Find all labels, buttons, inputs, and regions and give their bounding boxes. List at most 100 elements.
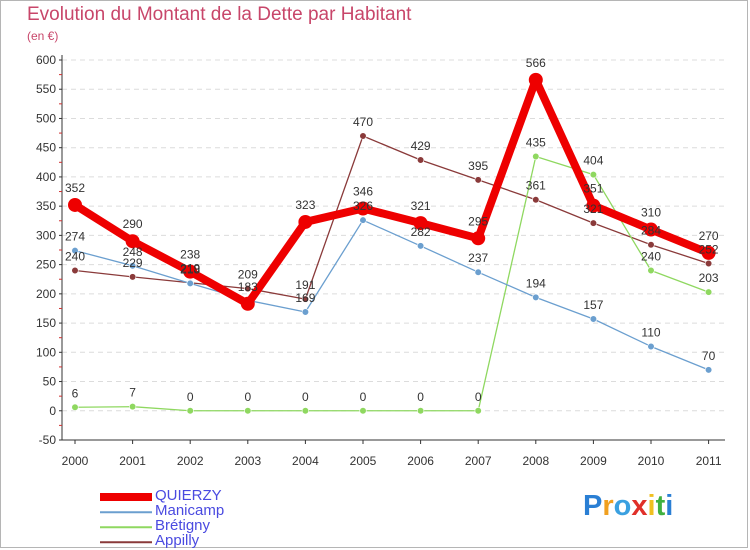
x-tick-label: 2001 (119, 454, 146, 468)
data-label: 6 (72, 386, 79, 400)
x-tick-label: 2007 (465, 454, 492, 468)
data-label: 323 (295, 198, 315, 212)
axes (59, 55, 725, 441)
data-point (71, 246, 79, 255)
series-line-quierzy (71, 75, 713, 308)
legend-label: Appilly (155, 532, 200, 549)
data-point (647, 342, 655, 351)
x-tick-label: 2009 (580, 454, 607, 468)
data-point (704, 366, 713, 374)
data-point (356, 201, 370, 216)
data-label: 295 (468, 214, 488, 228)
data-label: 110 (641, 325, 660, 339)
data-point (186, 407, 194, 415)
data-point (589, 315, 598, 323)
data-point (129, 262, 137, 270)
data-label: 183 (238, 280, 258, 294)
data-point (183, 264, 198, 279)
legend-swatch (100, 526, 152, 528)
data-point (704, 259, 713, 268)
data-point (532, 152, 540, 161)
logo-letter: i (647, 490, 656, 522)
data-label: 0 (244, 390, 251, 404)
logo-letter: t (655, 490, 666, 522)
data-point (301, 295, 310, 303)
data-label: 290 (123, 217, 143, 231)
data-label: 321 (411, 199, 431, 213)
data-label: 237 (468, 251, 488, 265)
data-point (71, 266, 79, 275)
data-label: 346 (353, 184, 373, 198)
logo-letter: i (665, 490, 674, 522)
y-tick-label: 300 (36, 228, 56, 242)
data-point (532, 293, 540, 301)
data-point (240, 296, 255, 311)
data-label: 0 (302, 390, 309, 404)
data-point (589, 219, 598, 227)
y-tick-label: 50 (43, 375, 57, 389)
logo-letter: P (583, 490, 603, 522)
data-label: 0 (475, 390, 482, 404)
data-label: 157 (583, 298, 603, 312)
data-point (417, 407, 425, 415)
data-label: 219 (180, 262, 200, 276)
data-label: 351 (583, 182, 603, 196)
x-tick-label: 2005 (350, 454, 377, 468)
series-line-brétigny (74, 155, 710, 412)
data-point (244, 407, 252, 415)
y-tick-label: 450 (36, 141, 56, 155)
y-axis-ticks: -50 0 50 100 150 200 250 300 350 400 450 500 550 600 (36, 53, 56, 447)
data-point (359, 407, 367, 415)
data-label: 470 (353, 115, 373, 129)
chart-title: Evolution du Montant de la Dette par Hab… (27, 4, 412, 25)
series-line-appilly (74, 135, 710, 300)
x-tick-label: 2008 (522, 454, 549, 468)
data-point (647, 241, 655, 249)
data-label: 395 (468, 159, 488, 173)
x-tick-label: 2011 (696, 454, 722, 468)
legend-swatch (100, 541, 152, 543)
data-point (129, 273, 137, 281)
data-label: 429 (411, 139, 431, 153)
data-point (589, 170, 598, 179)
data-point (528, 72, 543, 87)
legend-label: Manicamp (155, 502, 225, 519)
data-label: 404 (583, 154, 603, 168)
data-label: 248 (123, 245, 143, 259)
y-tick-label: 200 (36, 287, 56, 301)
data-label: 203 (699, 271, 719, 285)
data-label: 238 (180, 248, 200, 262)
data-point (644, 222, 658, 237)
data-label: 284 (641, 224, 661, 238)
data-label: 0 (187, 390, 194, 404)
data-point (244, 284, 252, 293)
data-point (413, 216, 428, 231)
data-point (301, 407, 310, 415)
data-label: 252 (699, 242, 719, 256)
data-point (125, 234, 140, 249)
data-point (359, 216, 367, 224)
data-label: 240 (65, 249, 85, 263)
data-label: 7 (129, 386, 136, 400)
data-label: 169 (295, 291, 315, 305)
data-point (701, 245, 716, 260)
data-label: 282 (411, 225, 431, 239)
y-tick-label: 500 (36, 111, 56, 125)
data-label: 0 (417, 390, 424, 404)
data-point (474, 268, 482, 276)
data-point (474, 407, 482, 415)
data-label: 229 (123, 256, 143, 270)
data-label: 0 (360, 390, 367, 404)
logo-letter: o (613, 490, 632, 522)
logo-letter: x (631, 490, 648, 522)
x-tick-label: 2000 (62, 454, 89, 468)
data-point (417, 156, 425, 164)
legend-item: QUIERZY (100, 487, 300, 504)
data-label: 310 (641, 206, 661, 220)
data-point (417, 242, 425, 250)
logo-letter: r (602, 490, 614, 522)
data-point (68, 197, 82, 212)
